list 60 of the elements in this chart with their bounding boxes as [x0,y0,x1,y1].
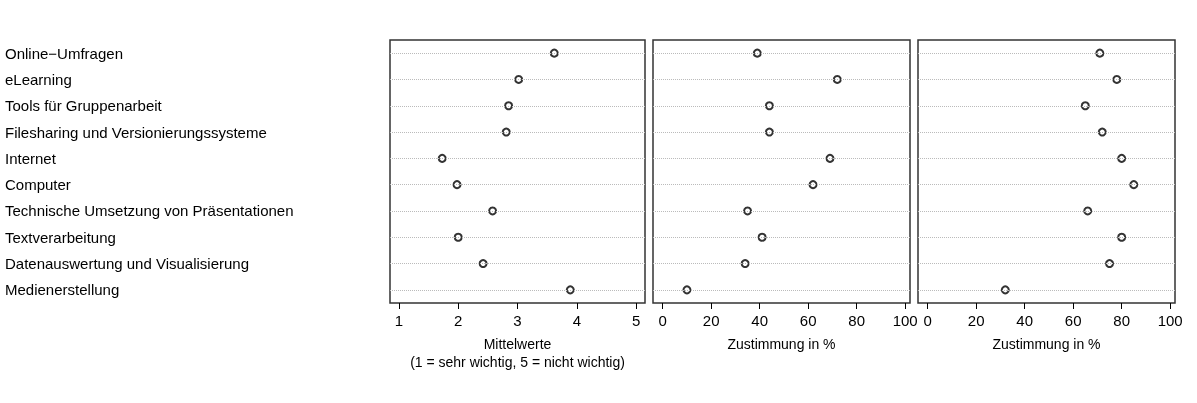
x-axis-title: Zustimmung in % [727,336,836,352]
point [452,180,462,190]
point [1080,101,1090,111]
y-tick-label: Textverarbeitung [5,228,116,246]
point [1117,232,1127,242]
point [1117,153,1127,163]
point [764,101,774,111]
point [488,206,498,216]
y-tick-label: Online−Umfragen [5,44,123,62]
point [825,153,835,163]
y-tick-label: Internet [5,149,57,167]
x-tick-label: 2 [454,312,463,329]
x-tick-label: 60 [1064,312,1082,329]
point [743,206,753,216]
point [1095,48,1105,58]
x-tick-label: 60 [799,312,817,329]
x-tick-label: 5 [631,312,641,329]
y-tick-label: Tools für Gruppenarbeit [5,97,163,115]
point [682,285,692,295]
y-tick-label: Datenauswertung und Visualisierung [5,255,250,273]
x-tick-label: 40 [751,312,769,329]
point [549,48,559,58]
point [752,48,762,58]
point [808,180,818,190]
y-tick-label: Medienerstellung [5,281,120,299]
point [1097,127,1107,137]
x-tick-label: 20 [702,312,720,329]
y-tick-label: Technische Umsetzung von Präsentationen [5,202,294,220]
point [504,101,514,111]
x-tick-label: 100 [1157,312,1183,329]
point [740,259,750,269]
point [437,153,447,163]
point [501,127,511,137]
y-tick-label: eLearning [5,70,72,88]
y-tick-label: Computer [5,176,71,194]
y-tick-label: Filesharing und Versionierungssysteme [5,123,267,141]
x-axis-title: Mittelwerte (1 = sehr wichtig, 5 = nicht wichtig) [410,336,625,370]
point [832,74,842,84]
point [453,232,463,242]
point [1129,180,1139,190]
x-tick-label: 0 [658,312,667,329]
point [565,285,575,295]
point [514,74,524,84]
x-tick-label: 80 [848,312,865,329]
x-axis-title: Zustimmung in % [992,336,1101,352]
point [1000,285,1010,295]
x-tick-label: 3 [513,312,522,329]
point [478,259,488,269]
x-tick-label: 40 [1016,312,1034,329]
point [1105,259,1115,269]
point [764,127,774,137]
x-tick-label: 20 [967,312,985,329]
x-tick-label: 1 [394,312,404,329]
x-tick-label: 4 [572,312,581,329]
x-tick-label: 80 [1113,312,1130,329]
point [757,232,767,242]
point [1083,206,1093,216]
x-tick-label: 0 [923,312,932,329]
point [1112,74,1122,84]
x-tick-label: 100 [892,312,918,329]
